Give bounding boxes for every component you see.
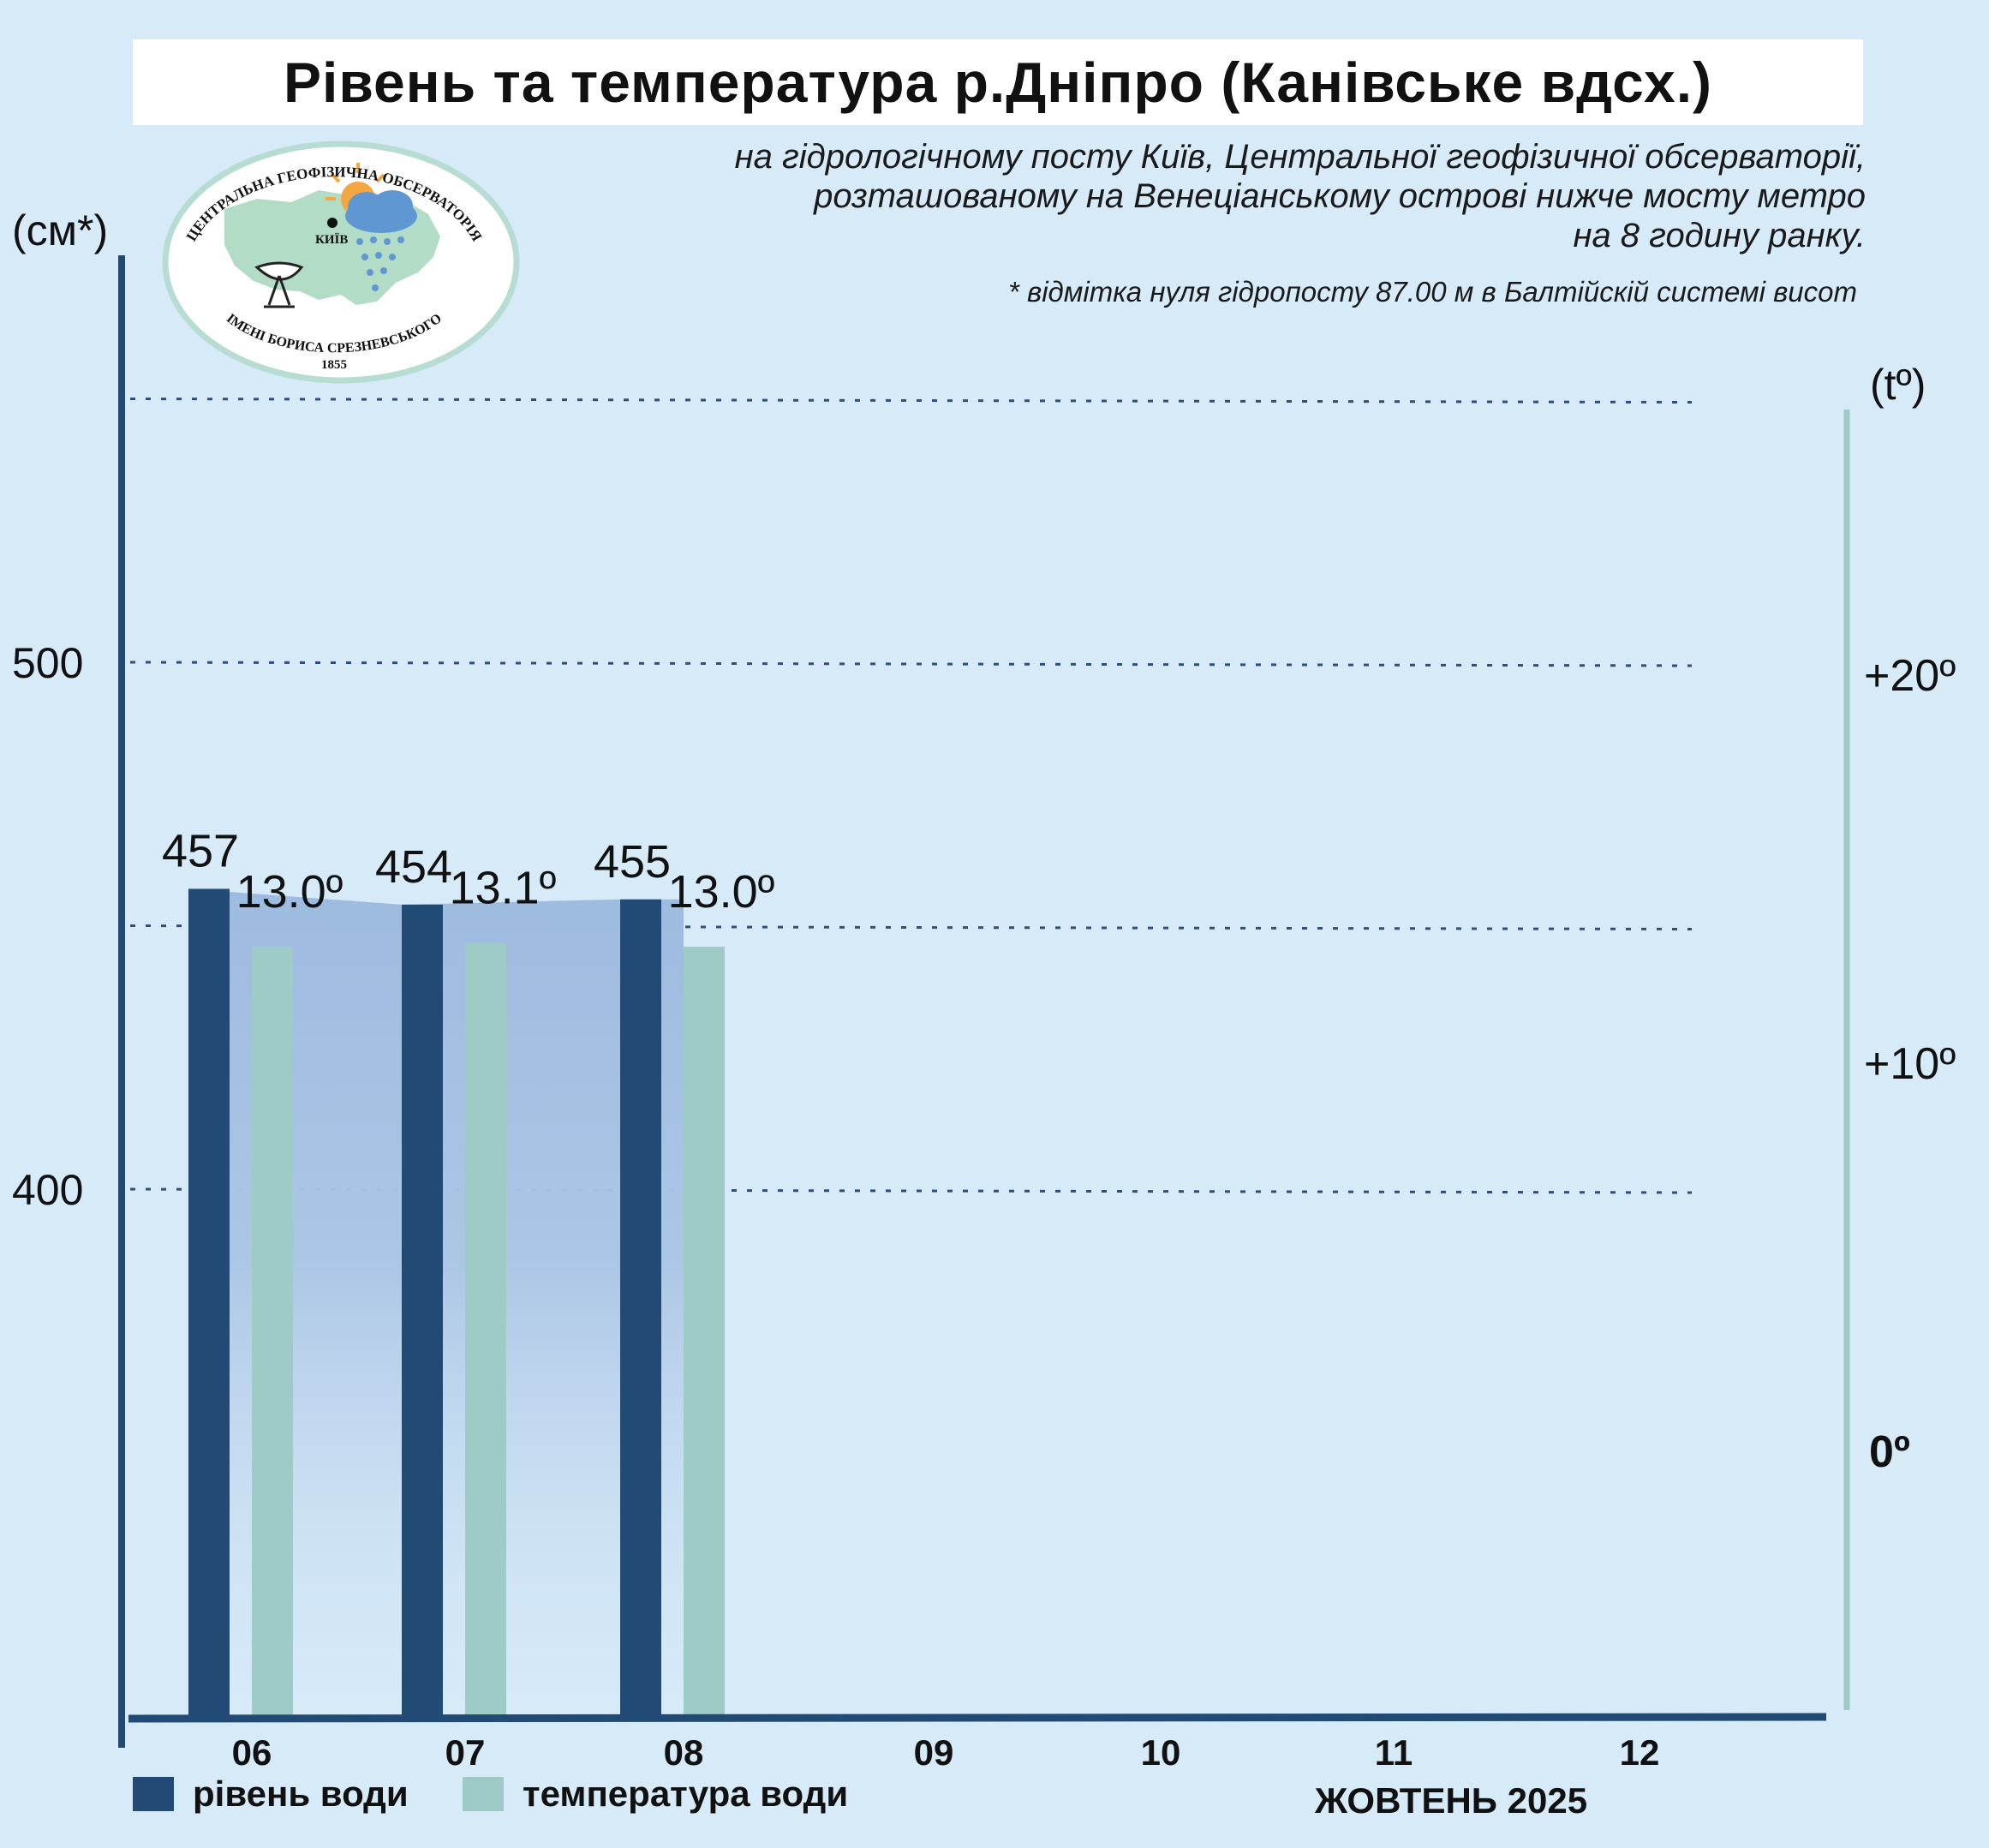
subtitle-line-3: на 8 годину ранку. <box>1573 217 1866 254</box>
logo-year: 1855 <box>321 358 347 372</box>
legend-swatch-level <box>133 1777 174 1811</box>
gridline <box>129 398 1693 404</box>
x-tick-label: 06 <box>232 1732 272 1773</box>
legend-label-level: рівень води <box>193 1773 409 1814</box>
level-bar <box>402 904 443 1717</box>
x-axis-label: ЖОВТЕНЬ 2025 <box>1315 1780 1588 1821</box>
temperature-bar <box>684 947 725 1717</box>
left-tick-label: 500 <box>12 639 83 687</box>
x-tick-label: 08 <box>664 1732 704 1773</box>
level-data-label: 457 <box>162 825 239 876</box>
logo-city: КИЇВ <box>315 233 348 247</box>
left-axis-unit: (см*) <box>12 206 109 254</box>
level-data-label: 454 <box>375 841 452 893</box>
x-tick-label: 10 <box>1141 1732 1181 1773</box>
right-axis-unit: (tº) <box>1870 361 1926 409</box>
legend-item-level: рівень води <box>133 1773 409 1815</box>
right-tick-label: +10º <box>1864 1039 1956 1089</box>
level-bar <box>188 888 230 1717</box>
temperature-bar <box>252 947 293 1717</box>
level-bar <box>620 899 661 1717</box>
chart-subtitle: на гідрологічному посту Київ, Центрально… <box>409 137 1866 255</box>
temperature-bar <box>465 942 506 1717</box>
subtitle-line-1: на гідрологічному посту Київ, Центрально… <box>734 138 1866 176</box>
gridline <box>129 661 1693 667</box>
rain-cloud-icon <box>345 190 417 291</box>
bars <box>188 888 725 1717</box>
subtitle-line-2: розташованому на Венеціанському острові … <box>814 177 1866 215</box>
right-tick-label: 0º <box>1869 1427 1910 1477</box>
axes <box>118 255 1850 1748</box>
temperature-data-label: 13.1º <box>450 863 557 914</box>
legend-label-temp: температура води <box>523 1773 849 1814</box>
satellite-dish-icon <box>254 261 304 308</box>
kyiv-dot-icon <box>327 218 337 228</box>
level-data-label: 455 <box>594 836 671 888</box>
right-tick-label: +20º <box>1864 651 1956 701</box>
x-axis-line <box>128 1713 1827 1723</box>
temperature-data-label: 13.0º <box>236 866 343 918</box>
x-tick-label: 12 <box>1620 1732 1660 1773</box>
title-box: Рівень та температура р.Дніпро (Канівськ… <box>133 39 1863 125</box>
chart-title: Рівень та температура р.Дніпро (Канівськ… <box>283 51 1713 114</box>
legend-item-temp: температура води <box>463 1773 848 1815</box>
legend-swatch-temp <box>463 1777 504 1811</box>
x-tick-label: 11 <box>1375 1732 1413 1773</box>
x-tick-label: 07 <box>445 1732 486 1773</box>
left-tick-label: 400 <box>12 1166 83 1214</box>
temperature-data-label: 13.0º <box>668 866 775 918</box>
footnote: * відмітка нуля гідропосту 87.00 м в Бал… <box>1007 276 1857 308</box>
x-tick-label: 09 <box>914 1732 954 1773</box>
logo: КИЇВ ЦЕНТРАЛЬНА ГЕОФІЗИЧНА ОБСЕРВАТОРІЯ … <box>162 141 520 384</box>
